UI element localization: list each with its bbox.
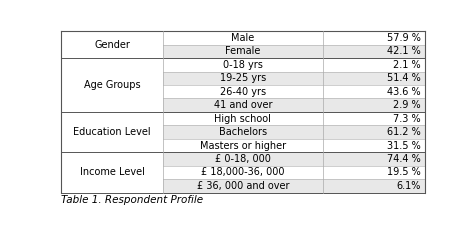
Text: Income Level: Income Level [80, 168, 145, 178]
Text: Age Groups: Age Groups [84, 80, 140, 90]
Bar [61, 58, 163, 72]
Text: Education Level: Education Level [73, 127, 151, 137]
Bar [323, 98, 425, 112]
Text: 19.5 %: 19.5 % [387, 168, 421, 178]
Text: Bachelors: Bachelors [219, 127, 267, 137]
Bar [163, 58, 323, 72]
Bar [163, 166, 323, 179]
Bar [61, 139, 163, 152]
Bar [163, 31, 323, 45]
Bar [323, 112, 425, 125]
Bar [323, 179, 425, 193]
Text: Table 1. Respondent Profile: Table 1. Respondent Profile [61, 196, 203, 205]
Text: 19-25 yrs: 19-25 yrs [220, 73, 266, 83]
Bar [163, 139, 323, 152]
Bar [163, 98, 323, 112]
Bar [61, 85, 163, 98]
Text: Female: Female [225, 46, 261, 56]
Bar [163, 152, 323, 166]
Text: 2.1 %: 2.1 % [393, 60, 421, 70]
Bar [61, 152, 163, 166]
Text: 57.9 %: 57.9 % [387, 33, 421, 43]
Text: 41 and over: 41 and over [214, 100, 272, 110]
Text: 0-18 yrs: 0-18 yrs [223, 60, 263, 70]
Bar [323, 166, 425, 179]
Text: High school: High school [215, 114, 271, 124]
Bar [163, 112, 323, 125]
Bar [61, 72, 163, 85]
Bar [61, 31, 163, 45]
Text: £ 0-18, 000: £ 0-18, 000 [215, 154, 271, 164]
Bar [323, 31, 425, 45]
Bar [323, 72, 425, 85]
Bar [163, 45, 323, 58]
Text: Gender: Gender [94, 40, 130, 50]
Text: 74.4 %: 74.4 % [387, 154, 421, 164]
Bar [323, 125, 425, 139]
Text: 42.1 %: 42.1 % [387, 46, 421, 56]
Text: £ 18,000-36, 000: £ 18,000-36, 000 [201, 168, 285, 178]
Bar [323, 139, 425, 152]
Text: 7.3 %: 7.3 % [393, 114, 421, 124]
Bar [163, 85, 323, 98]
Bar [61, 179, 163, 193]
Bar [163, 72, 323, 85]
Text: 31.5 %: 31.5 % [387, 141, 421, 150]
Text: Masters or higher: Masters or higher [200, 141, 286, 150]
Text: 61.2 %: 61.2 % [387, 127, 421, 137]
Bar [61, 166, 163, 179]
Text: 6.1%: 6.1% [397, 181, 421, 191]
Bar [323, 85, 425, 98]
Bar [323, 58, 425, 72]
Text: £ 36, 000 and over: £ 36, 000 and over [197, 181, 289, 191]
Bar [61, 112, 163, 125]
Bar [163, 125, 323, 139]
Bar [61, 45, 163, 58]
Bar [61, 98, 163, 112]
Bar [61, 125, 163, 139]
Bar [323, 152, 425, 166]
Text: 26-40 yrs: 26-40 yrs [220, 87, 266, 97]
Text: Male: Male [231, 33, 255, 43]
Text: 51.4 %: 51.4 % [387, 73, 421, 83]
Text: 43.6 %: 43.6 % [387, 87, 421, 97]
Bar [323, 45, 425, 58]
Bar [163, 179, 323, 193]
Text: 2.9 %: 2.9 % [393, 100, 421, 110]
